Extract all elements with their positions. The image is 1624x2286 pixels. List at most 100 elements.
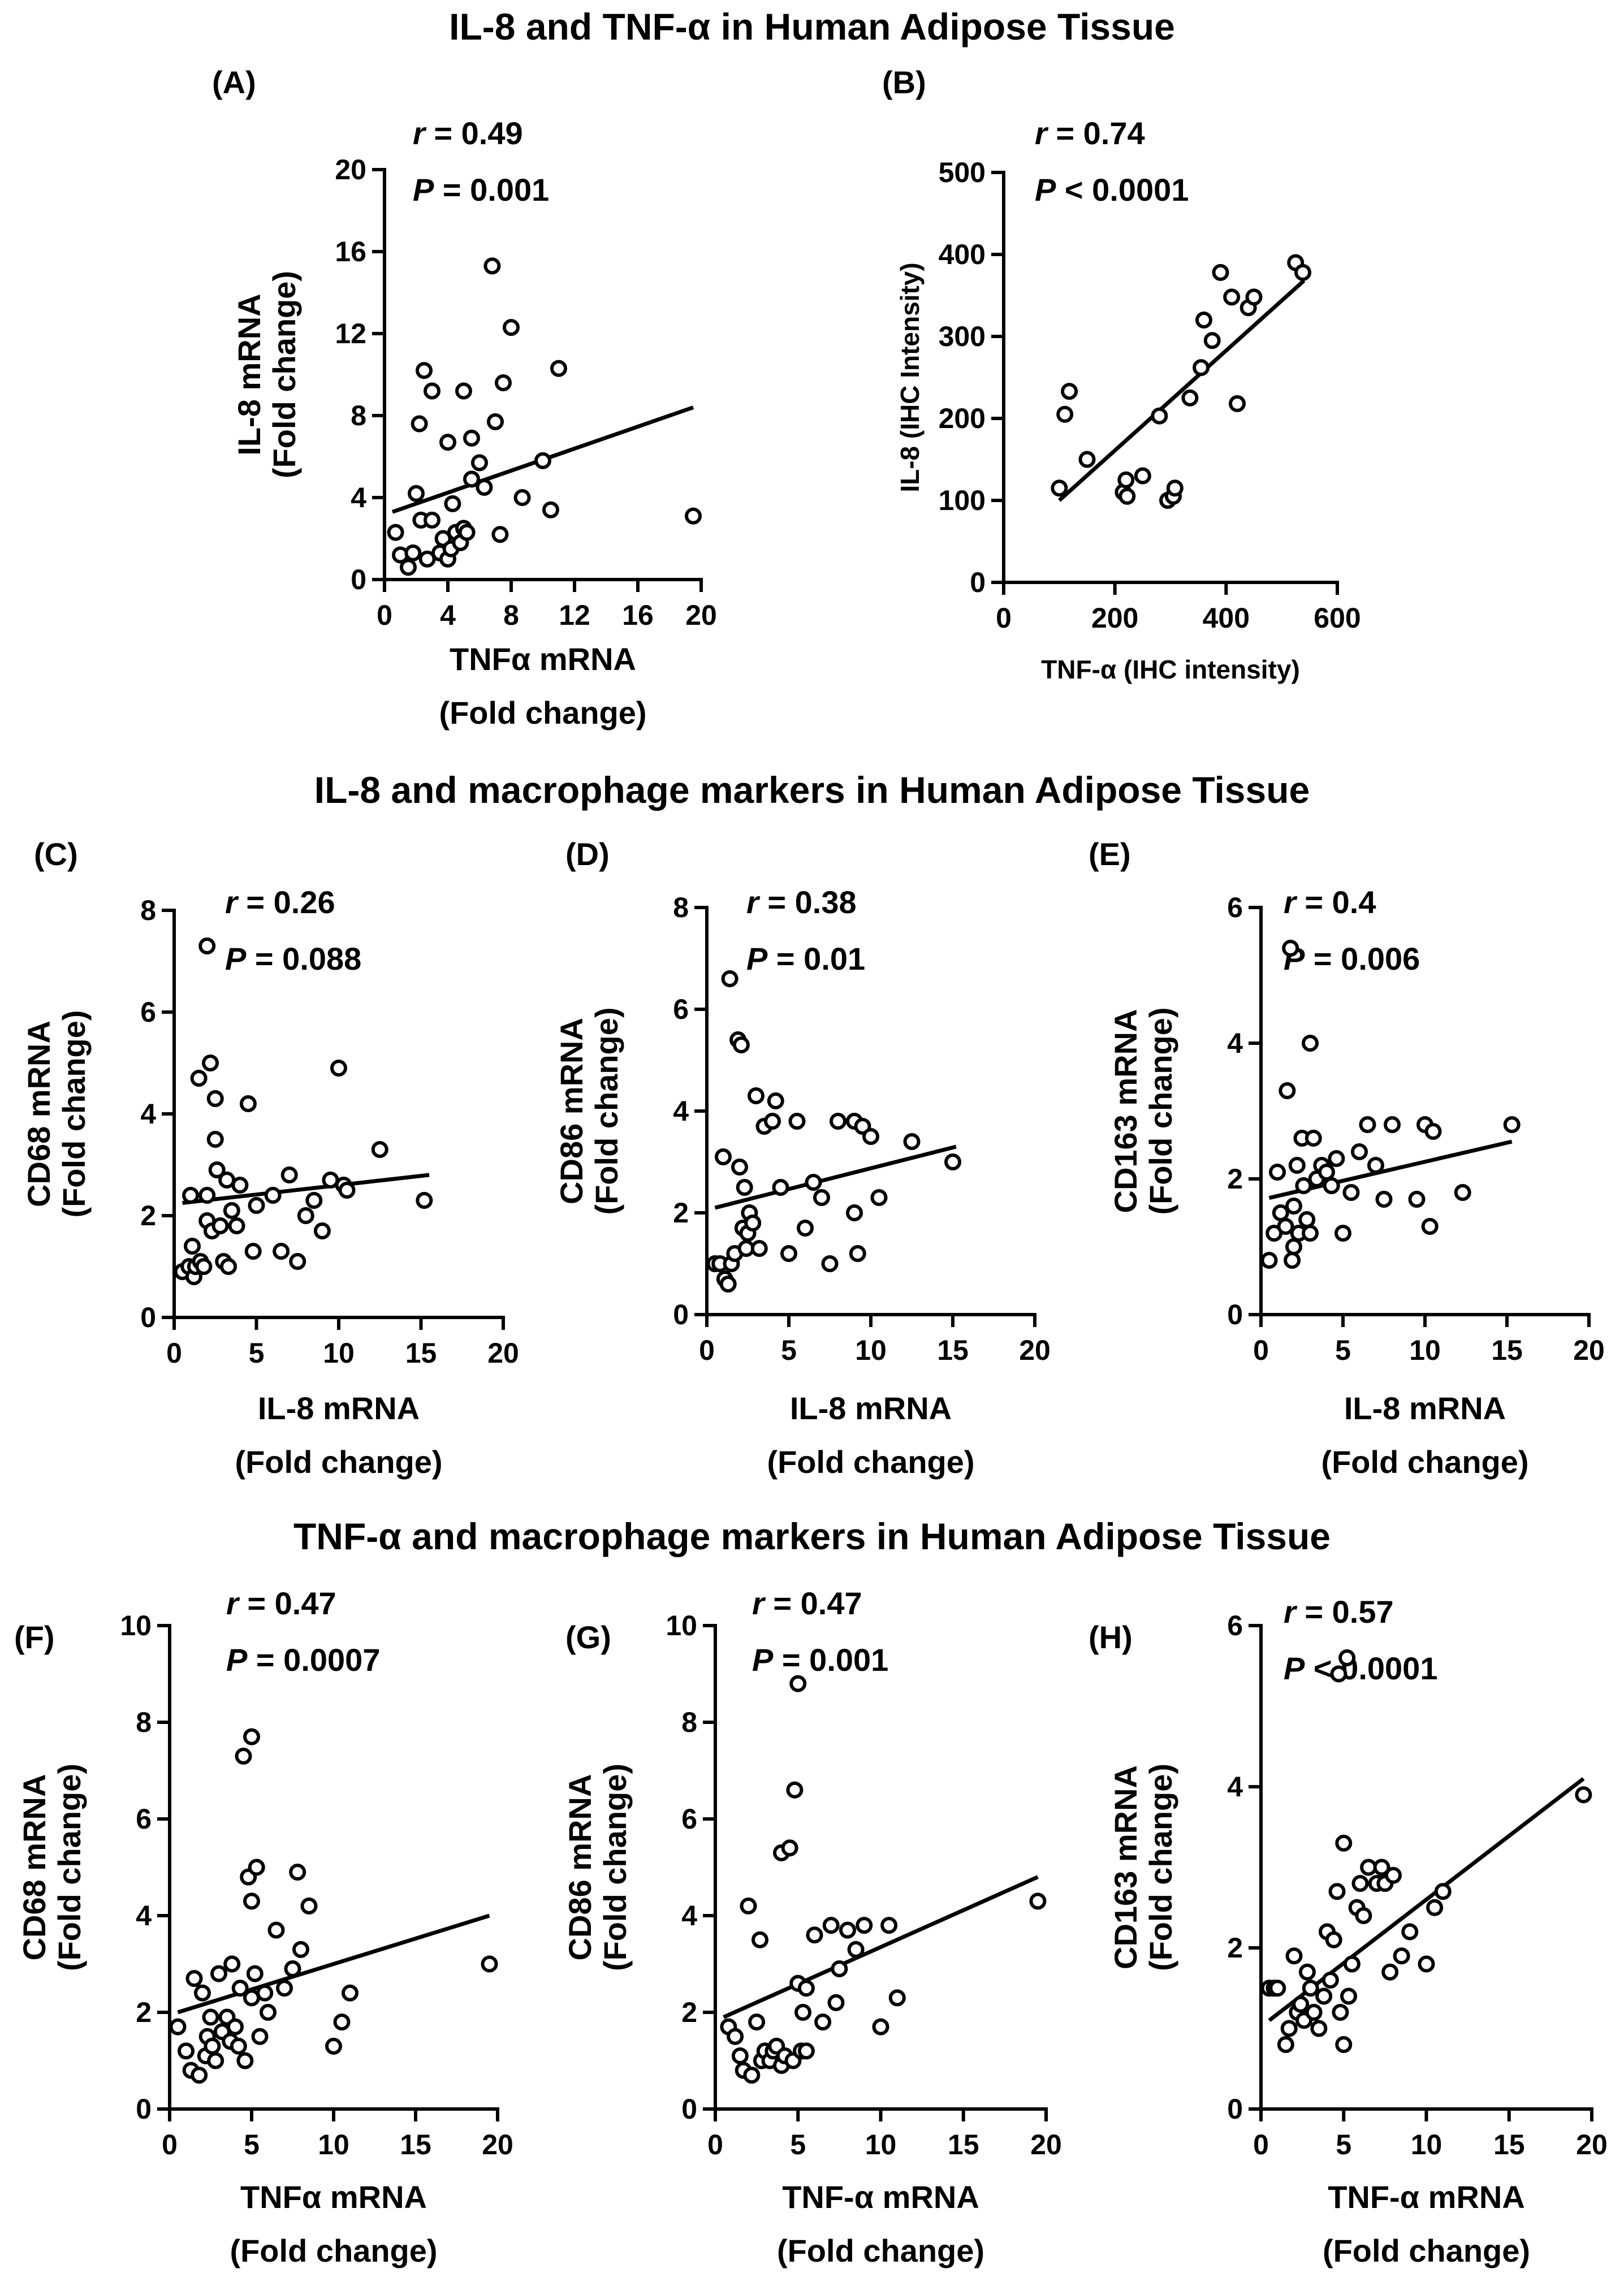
data-point — [260, 2004, 277, 2021]
data-point — [1272, 1204, 1289, 1221]
y-tick-label: 4 — [673, 1095, 689, 1127]
p-value: P = 0.0007 — [226, 1642, 380, 1678]
y-tick-label: 8 — [351, 400, 366, 431]
data-point — [300, 1897, 318, 1915]
data-point — [418, 550, 436, 568]
data-point — [202, 1055, 219, 1071]
data-point — [248, 1197, 265, 1214]
x-tick-label: 5 — [249, 1337, 265, 1369]
x-axis-label: (Fold change) — [230, 2233, 437, 2268]
x-tick-label: 20 — [1019, 1334, 1051, 1366]
data-point — [191, 2067, 208, 2084]
data-point — [1029, 1892, 1047, 1910]
data-point — [387, 524, 404, 541]
panel-a: (A) r = 0.49 P = 0.001 0 4 8 12 16 20 0 4 8 12 16 20 IL… — [212, 64, 717, 731]
data-point — [715, 1148, 732, 1165]
y-axis-label: (Fold change) — [56, 1010, 92, 1217]
data-point — [273, 1243, 290, 1260]
data-point — [719, 1276, 737, 1293]
data-point — [1195, 312, 1212, 329]
x-tick-label: 10 — [318, 2129, 349, 2160]
data-point — [178, 2042, 195, 2060]
p-value: P = 0.01 — [746, 941, 865, 976]
data-point — [862, 1128, 879, 1145]
panel-letter: (A) — [212, 64, 256, 100]
data-point — [400, 559, 417, 576]
y-tick-label: 0 — [136, 2093, 152, 2125]
p-value: P = 0.001 — [413, 172, 549, 208]
data-point — [846, 1204, 863, 1221]
y-axis-label: CD86 mRNA — [562, 1774, 598, 1961]
regression-line — [714, 1144, 957, 1210]
data-point — [246, 1965, 264, 1982]
panel-letter: (B) — [882, 64, 926, 100]
x-tick-label: 15 — [400, 2129, 431, 2160]
y-tick-label: 0 — [140, 1302, 156, 1333]
x-tick-label: 400 — [1203, 602, 1250, 634]
data-point — [1375, 1191, 1393, 1208]
data-point — [210, 1965, 227, 1982]
data-point — [1280, 2020, 1298, 2037]
data-point — [751, 1931, 768, 1948]
data-point — [806, 1926, 823, 1944]
data-point — [727, 2028, 744, 2045]
data-point — [1351, 1143, 1368, 1160]
data-point — [198, 937, 216, 954]
section-title-3: TNF-α and macrophage markers in Human Ad… — [293, 1515, 1331, 1557]
data-point — [1321, 1972, 1339, 1989]
y-tick-label: 12 — [335, 318, 366, 349]
data-point — [797, 2042, 815, 2060]
data-point — [416, 1192, 433, 1209]
data-point — [767, 1092, 784, 1109]
y-tick-label: 0 — [681, 2093, 697, 2125]
data-point — [1328, 1883, 1346, 1900]
data-point — [325, 2037, 342, 2055]
x-axis-label: (Fold change) — [235, 1444, 442, 1480]
data-point — [1355, 1907, 1372, 1924]
x-tick-label: 5 — [781, 1334, 797, 1366]
y-tick-label: 6 — [136, 1803, 152, 1835]
data-point — [1282, 940, 1299, 957]
r-value: r = 0.47 — [752, 1585, 862, 1621]
data-point — [1294, 263, 1312, 281]
data-point — [202, 2008, 219, 2026]
data-point — [223, 1202, 240, 1219]
x-axis-label: IL-8 mRNA — [790, 1390, 952, 1426]
panel-c: (C) r = 0.26 P = 0.088 0 2 4 6 8 0 5 10 15 20 CD68 mR… — [21, 836, 519, 1480]
data-point — [813, 1189, 830, 1206]
data-point — [1367, 1157, 1384, 1174]
x-tick-label: 0 — [166, 1337, 182, 1369]
x-axis-label: (Fold change) — [439, 695, 646, 731]
y-axis-label: IL-8 mRNA — [231, 293, 267, 455]
x-tick-label: 20 — [685, 599, 717, 631]
y-axis-label: (Fold change) — [1143, 1007, 1178, 1215]
data-point — [227, 2018, 244, 2036]
data-point — [503, 319, 520, 336]
y-tick-label: 10 — [120, 1610, 152, 1641]
regression-line — [1057, 279, 1306, 502]
data-point — [223, 1955, 241, 1973]
data-point — [481, 1955, 498, 1973]
regression-line — [723, 1875, 1039, 2019]
y-axis-label: CD163 mRNA — [1108, 1009, 1143, 1213]
y-tick-label: 6 — [1227, 892, 1243, 923]
y-axis-label: CD68 mRNA — [21, 1021, 57, 1207]
data-point — [235, 1747, 252, 1765]
data-point — [1260, 1252, 1278, 1269]
data-point — [458, 524, 476, 541]
data-point — [284, 1960, 301, 1978]
y-axis-label: CD68 mRNA — [16, 1774, 52, 1961]
data-point — [305, 1192, 323, 1209]
x-tick-label: 200 — [1091, 602, 1138, 634]
data-point — [424, 511, 440, 529]
data-point — [1078, 451, 1096, 468]
y-tick-label: 2 — [681, 1997, 697, 2028]
data-point — [1381, 1963, 1399, 1981]
r-value: r = 0.26 — [225, 884, 335, 920]
data-point — [685, 507, 702, 525]
data-point — [195, 1258, 213, 1275]
data-point — [1408, 1191, 1426, 1208]
data-point — [794, 2004, 812, 2021]
data-point — [1279, 1082, 1296, 1099]
